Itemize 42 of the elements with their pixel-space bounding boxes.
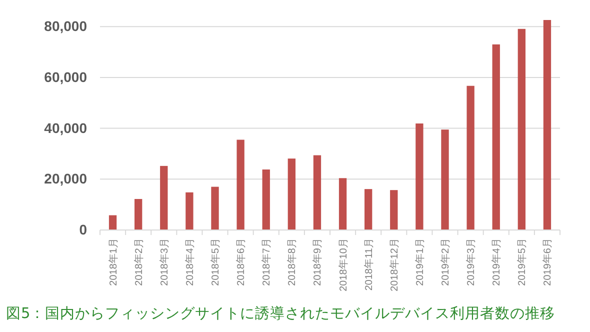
x-tick-label: 2018年7月 <box>260 238 273 286</box>
bar <box>160 166 168 230</box>
y-tick-label: 0 <box>79 221 88 238</box>
bar <box>466 86 474 230</box>
x-tick-label: 2019年4月 <box>490 238 503 286</box>
bar <box>518 28 526 230</box>
bar <box>108 215 117 230</box>
bar <box>441 130 449 230</box>
x-tick-label: 2019年5月 <box>516 238 528 286</box>
bar <box>416 123 424 230</box>
x-tick-label: 2018年2月 <box>132 238 145 286</box>
bar <box>262 169 270 230</box>
x-tick-label: 2018年12月 <box>388 238 400 292</box>
x-tick-label: 2018年11月 <box>362 238 375 291</box>
bar <box>134 198 142 230</box>
y-tick-label: 40,000 <box>44 120 88 136</box>
caption: 図5：国内からフィッシングサイトに誘導されたモバイルデバイス利用者数の推移 <box>6 305 556 322</box>
x-tick-label: 2019年6月 <box>542 238 554 286</box>
bar <box>211 186 219 230</box>
y-tick-label: 20,000 <box>44 170 88 187</box>
x-tick-label: 2019年2月 <box>440 238 452 286</box>
y-tick-label: 60,000 <box>44 68 88 85</box>
x-tick-label: 2018年8月 <box>286 238 298 286</box>
bar <box>338 178 347 230</box>
bar <box>236 140 244 230</box>
y-tick-label: 80,000 <box>44 18 88 34</box>
bar <box>364 189 372 230</box>
bar <box>543 20 552 230</box>
x-tick-label: 2018年5月 <box>210 238 222 286</box>
bar <box>186 192 194 230</box>
x-tick-label: 2018年9月 <box>312 238 324 286</box>
x-tick-label: 2018年1月 <box>107 238 120 286</box>
x-tick-label: 2018年3月 <box>158 238 170 286</box>
bar <box>390 190 398 230</box>
x-tick-label: 2018年4月 <box>184 238 196 286</box>
x-tick-label: 2018年6月 <box>235 238 248 286</box>
x-tick-label: 2019年1月 <box>414 238 426 286</box>
x-tick-label: 2018年10月 <box>337 238 350 292</box>
bar <box>492 44 500 230</box>
bar <box>313 155 322 230</box>
bar <box>288 158 296 230</box>
x-tick-label: 2019年3月 <box>465 238 478 286</box>
